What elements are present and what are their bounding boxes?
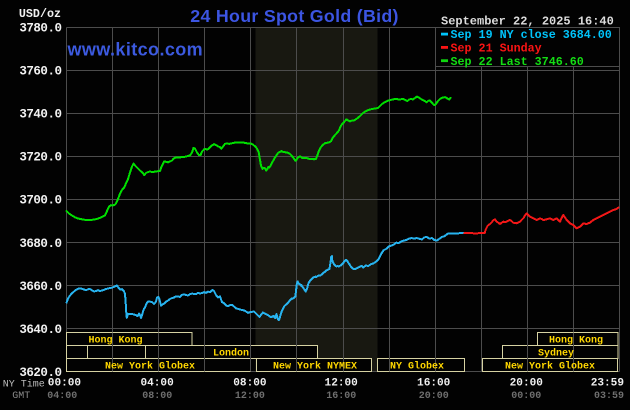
svg-text:Hong Kong: Hong Kong	[88, 335, 142, 346]
svg-text:16:00: 16:00	[417, 378, 451, 390]
svg-text:Hong Kong: Hong Kong	[549, 335, 603, 346]
svg-text:3720.0: 3720.0	[19, 151, 61, 165]
svg-text:September 22, 2025 16:40: September 22, 2025 16:40	[441, 14, 614, 28]
svg-text:08:00: 08:00	[142, 391, 172, 402]
svg-text:3680.0: 3680.0	[19, 237, 61, 251]
svg-text:Sep 22 Last 3746.60: Sep 22 Last 3746.60	[451, 55, 584, 69]
svg-text:00:00: 00:00	[511, 391, 541, 402]
svg-text:12:00: 12:00	[325, 378, 359, 390]
svg-text:3760.0: 3760.0	[19, 65, 61, 79]
svg-text:08:00: 08:00	[233, 378, 267, 390]
svg-text:04:00: 04:00	[140, 378, 174, 390]
svg-text:23:59: 23:59	[591, 378, 624, 390]
svg-text:20:00: 20:00	[510, 378, 544, 390]
svg-text:3700.0: 3700.0	[19, 194, 61, 208]
svg-text:3780.0: 3780.0	[19, 22, 61, 36]
svg-text:Sep 19 NY close 3684.00: Sep 19 NY close 3684.00	[451, 28, 612, 42]
svg-text:Sep 21 Sunday: Sep 21 Sunday	[451, 42, 542, 56]
svg-text:3620.0: 3620.0	[19, 366, 61, 380]
svg-text:New York Globex: New York Globex	[105, 360, 195, 372]
svg-text:00:00: 00:00	[48, 378, 82, 390]
svg-text:20:00: 20:00	[419, 391, 449, 402]
svg-text:03:59: 03:59	[594, 391, 624, 402]
svg-text:NY Time: NY Time	[3, 379, 45, 391]
svg-text:24 Hour Spot Gold (Bid): 24 Hour Spot Gold (Bid)	[190, 6, 398, 26]
svg-text:Sydney: Sydney	[538, 347, 574, 359]
svg-text:London: London	[213, 347, 249, 359]
svg-text:16:00: 16:00	[326, 391, 356, 402]
svg-text:New York NYMEX: New York NYMEX	[273, 360, 357, 372]
svg-text:12:00: 12:00	[235, 391, 265, 402]
svg-text:04:00: 04:00	[47, 391, 77, 402]
svg-text:GMT: GMT	[12, 391, 30, 402]
svg-text:www.kitco.com: www.kitco.com	[67, 40, 204, 60]
svg-text:USD/oz: USD/oz	[19, 7, 61, 21]
svg-text:3660.0: 3660.0	[19, 280, 61, 294]
svg-text:3740.0: 3740.0	[19, 108, 61, 122]
svg-text:New York Globex: New York Globex	[505, 360, 595, 372]
svg-text:NY Globex: NY Globex	[390, 360, 444, 372]
svg-text:3640.0: 3640.0	[19, 323, 61, 337]
